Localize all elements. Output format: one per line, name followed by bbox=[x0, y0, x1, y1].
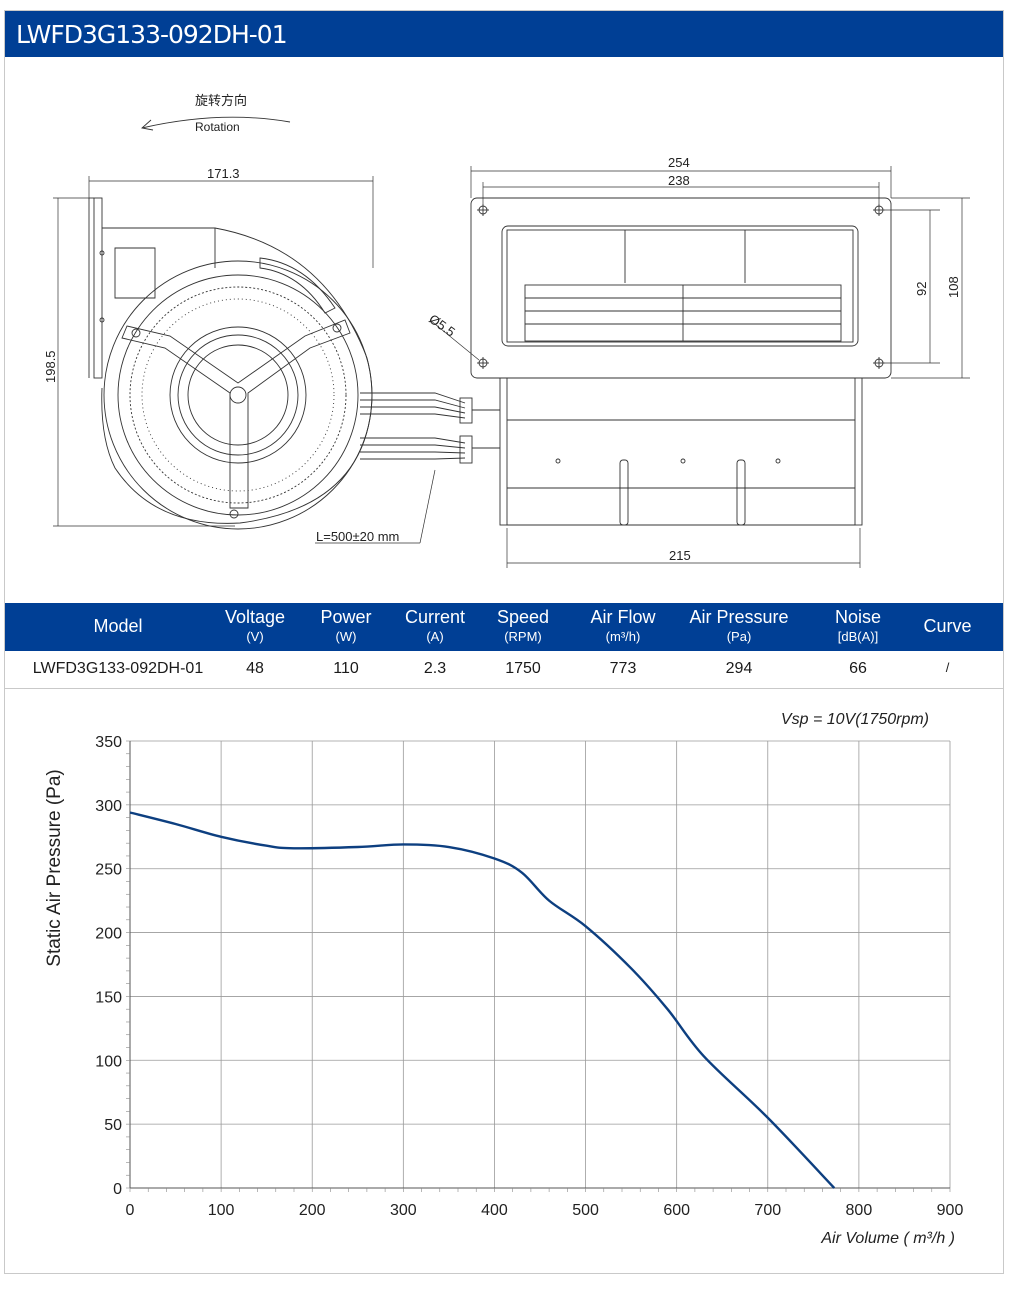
side-view-top bbox=[470, 197, 892, 379]
cell-power: 110 bbox=[333, 660, 359, 677]
front-view bbox=[88, 197, 373, 530]
x-tick-label: 200 bbox=[299, 1202, 326, 1219]
dim-height-label: 198.5 bbox=[43, 350, 58, 383]
cable-bundle bbox=[360, 392, 500, 464]
chart-ticks: 0 100 200 300 400 500 600 700 800 900 0 50 100 150 200… bbox=[95, 734, 963, 1219]
side-view-bottom bbox=[499, 377, 863, 526]
x-tick-label: 0 bbox=[126, 1202, 135, 1219]
dim-108-label: 108 bbox=[946, 276, 961, 298]
spec-table-row: LWFD3G133-092DH-01 48 110 2.3 1750 773 2… bbox=[5, 652, 1003, 689]
y-tick-label: 0 bbox=[113, 1181, 122, 1198]
dim-254-label: 254 bbox=[668, 155, 690, 170]
rotation-arrow bbox=[141, 116, 291, 129]
cell-curve: / bbox=[945, 660, 950, 675]
chart-grid bbox=[129, 740, 951, 1189]
x-tick-label: 400 bbox=[481, 1202, 508, 1219]
cell-air-pressure: 294 bbox=[725, 660, 753, 677]
pressure-flow-chart: 0 100 200 300 400 500 600 700 800 900 0 50 100 150 200… bbox=[44, 711, 963, 1247]
y-tick-label: 250 bbox=[95, 862, 122, 879]
dim-215-label: 215 bbox=[669, 548, 691, 563]
x-tick-label: 900 bbox=[937, 1202, 964, 1219]
y-tick-label: 300 bbox=[95, 798, 122, 815]
dim-width-label: 171.3 bbox=[207, 166, 240, 181]
header-current: Current (A) bbox=[404, 607, 466, 644]
dim-238-label: 238 bbox=[668, 173, 690, 188]
header-model: Model bbox=[93, 616, 143, 636]
x-axis-label: Air Volume ( m³/h ) bbox=[820, 1230, 955, 1247]
rotation-arrow-head bbox=[141, 119, 154, 131]
cell-noise: 66 bbox=[849, 660, 867, 677]
y-tick-label: 350 bbox=[95, 734, 122, 751]
dim-92-label: 92 bbox=[914, 282, 929, 296]
y-tick-label: 200 bbox=[95, 926, 122, 943]
page-title: LWFD3G133-092DH-01 bbox=[16, 20, 288, 49]
header-curve: Curve bbox=[923, 616, 972, 636]
header-air-flow: Air Flow (m³/h) bbox=[590, 607, 656, 644]
cell-voltage: 48 bbox=[246, 660, 264, 677]
x-tick-label: 600 bbox=[663, 1202, 690, 1219]
x-tick-label: 100 bbox=[208, 1202, 235, 1219]
dimension-lines bbox=[53, 166, 970, 568]
cell-current: 2.3 bbox=[423, 660, 447, 677]
y-tick-label: 150 bbox=[95, 989, 122, 1006]
x-tick-label: 800 bbox=[846, 1202, 873, 1219]
page-frame bbox=[4, 10, 1004, 1274]
pressure-curve bbox=[129, 811, 836, 1189]
header-power: Power (W) bbox=[320, 607, 372, 644]
y-axis-label: Static Air Pressure (Pa) bbox=[44, 769, 65, 966]
x-tick-label: 500 bbox=[572, 1202, 599, 1219]
header-air-pressure: Air Pressure (Pa) bbox=[689, 607, 789, 644]
y-tick-label: 50 bbox=[104, 1117, 122, 1134]
dim-hole-label: Ø5.5 bbox=[426, 311, 458, 339]
cell-speed: 1750 bbox=[505, 660, 541, 677]
technical-drawing: 旋转方向 Rotation 171.3 198.5 254 238 92 108… bbox=[43, 93, 970, 568]
title-bar: LWFD3G133-092DH-01 bbox=[5, 11, 1003, 57]
rotation-cn-label: 旋转方向 bbox=[195, 93, 247, 108]
y-tick-label: 100 bbox=[95, 1053, 122, 1070]
header-voltage: Voltage (V) bbox=[224, 607, 286, 644]
x-tick-label: 300 bbox=[390, 1202, 417, 1219]
header-noise: Noise [dB(A)] bbox=[834, 607, 882, 644]
chart-axes bbox=[129, 741, 950, 1189]
x-tick-label: 700 bbox=[754, 1202, 781, 1219]
chart-annotation: Vsp = 10V(1750rpm) bbox=[781, 711, 929, 728]
cell-model: LWFD3G133-092DH-01 bbox=[32, 660, 204, 677]
spec-table-header: Model Voltage (V) Power (W) Current (A) Spe… bbox=[5, 603, 1003, 651]
header-speed: Speed (RPM) bbox=[496, 607, 550, 644]
cell-air-flow: 773 bbox=[609, 660, 637, 677]
cable-length-label: L=500±20 mm bbox=[316, 529, 399, 544]
rotation-en-label: Rotation bbox=[195, 120, 240, 134]
